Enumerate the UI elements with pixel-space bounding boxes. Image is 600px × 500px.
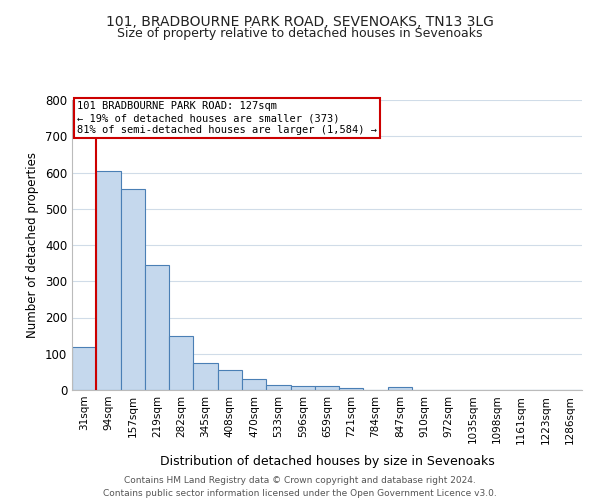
Bar — [145, 265, 169, 390]
Text: Size of property relative to detached houses in Sevenoaks: Size of property relative to detached ho… — [117, 28, 483, 40]
Bar — [218, 370, 242, 390]
Text: 101 BRADBOURNE PARK ROAD: 127sqm
← 19% of detached houses are smaller (373)
81% : 101 BRADBOURNE PARK ROAD: 127sqm ← 19% o… — [77, 102, 377, 134]
Bar — [242, 379, 266, 390]
Bar — [169, 336, 193, 390]
Bar — [96, 170, 121, 390]
Bar — [290, 386, 315, 390]
Text: Contains HM Land Registry data © Crown copyright and database right 2024.
Contai: Contains HM Land Registry data © Crown c… — [103, 476, 497, 498]
Bar — [315, 386, 339, 390]
Bar — [193, 363, 218, 390]
Bar — [266, 384, 290, 390]
Y-axis label: Number of detached properties: Number of detached properties — [26, 152, 40, 338]
Bar — [388, 387, 412, 390]
Bar — [121, 189, 145, 390]
Bar — [72, 346, 96, 390]
Bar — [339, 388, 364, 390]
Text: 101, BRADBOURNE PARK ROAD, SEVENOAKS, TN13 3LG: 101, BRADBOURNE PARK ROAD, SEVENOAKS, TN… — [106, 15, 494, 29]
X-axis label: Distribution of detached houses by size in Sevenoaks: Distribution of detached houses by size … — [160, 454, 494, 468]
